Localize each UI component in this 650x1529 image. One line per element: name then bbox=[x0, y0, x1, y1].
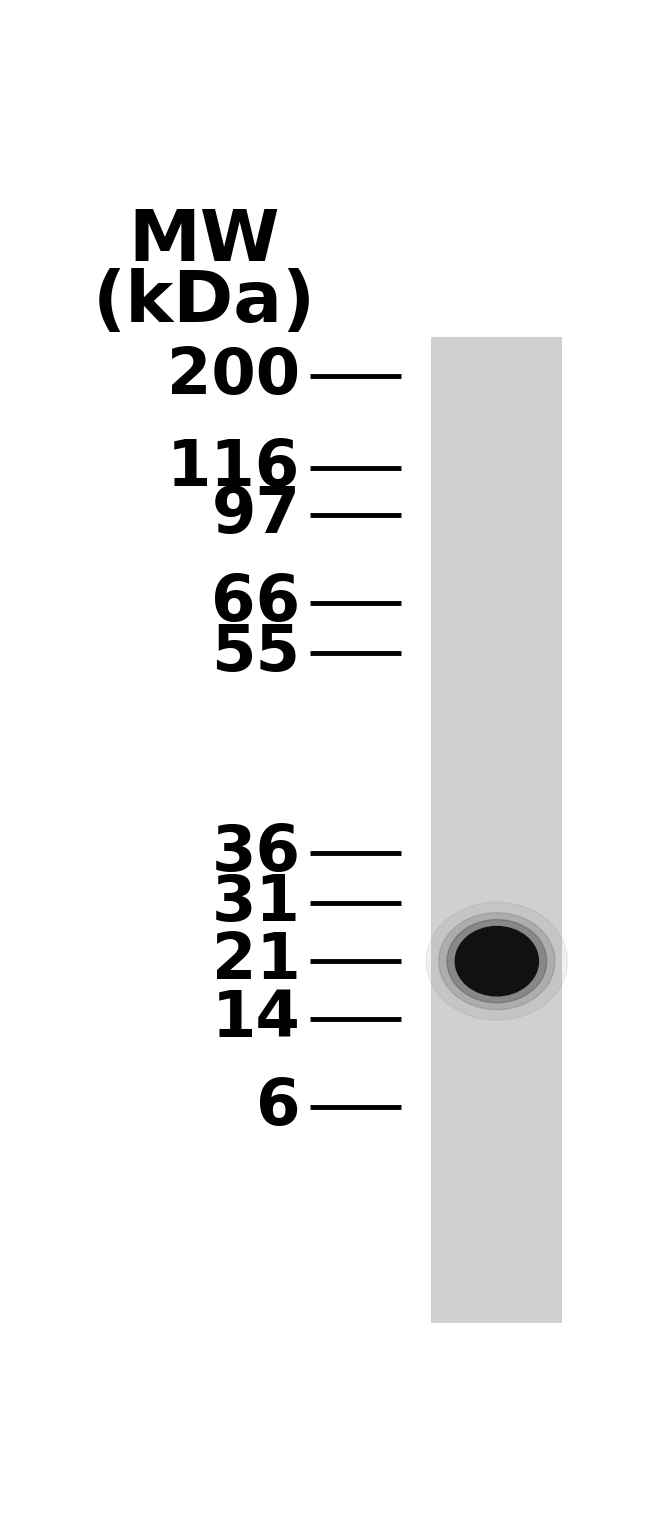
Ellipse shape bbox=[426, 902, 567, 1020]
Text: 21: 21 bbox=[212, 930, 300, 992]
Text: 200: 200 bbox=[167, 346, 300, 407]
Text: MW: MW bbox=[129, 206, 281, 275]
Ellipse shape bbox=[455, 927, 538, 995]
Text: (kDa): (kDa) bbox=[93, 268, 317, 338]
Text: 66: 66 bbox=[211, 572, 300, 635]
Text: 97: 97 bbox=[211, 483, 300, 546]
Text: 14: 14 bbox=[212, 988, 300, 1050]
Ellipse shape bbox=[439, 913, 555, 1009]
Text: 6: 6 bbox=[255, 1076, 300, 1139]
Ellipse shape bbox=[447, 919, 547, 1003]
Text: 55: 55 bbox=[211, 622, 300, 683]
Text: 116: 116 bbox=[167, 437, 300, 500]
Text: 36: 36 bbox=[211, 823, 300, 884]
Bar bbox=[432, 338, 562, 1323]
Text: 31: 31 bbox=[211, 873, 300, 934]
